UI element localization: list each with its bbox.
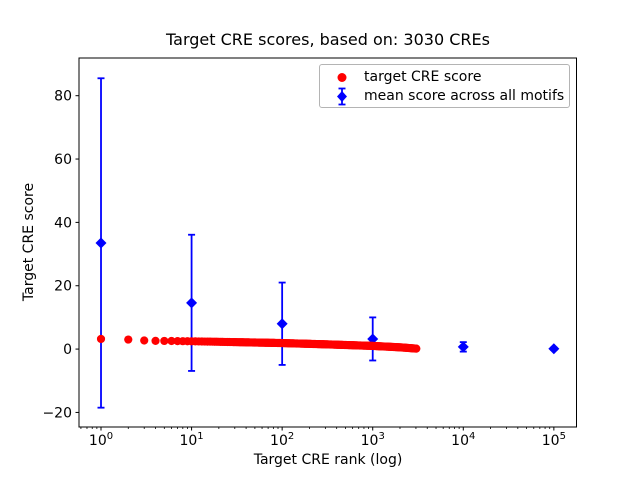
axes-spines <box>78 57 577 428</box>
mean-diamond-marker <box>457 341 469 353</box>
y-tick-label: 20 <box>54 279 72 295</box>
y-axis-label-text: Target CRE score <box>21 182 37 302</box>
y-tick-label: −20 <box>42 405 72 421</box>
errorbar-point <box>548 343 560 355</box>
y-tick-label: 60 <box>54 152 72 168</box>
legend: target CRE score mean score across all m… <box>319 64 570 108</box>
errorbar-point <box>95 77 107 409</box>
blue-diamond-errorbar-marker-icon <box>337 87 347 106</box>
x-axis-ticks: 100 101 102 103 104 105 <box>89 427 566 449</box>
legend-label-target-cre-score: target CRE score <box>364 69 482 85</box>
x-axis-minor-ticks <box>80 427 551 429</box>
target-score-dot <box>412 344 421 353</box>
mean-diamond-marker <box>186 297 198 309</box>
target-score-dot <box>96 334 106 344</box>
x-tick-label: 100 <box>89 431 113 449</box>
x-tick-label: 103 <box>361 431 385 449</box>
y-tick-label: 80 <box>54 89 72 105</box>
target-score-dot <box>124 335 133 344</box>
mean-diamond-marker <box>95 237 107 249</box>
x-tick-label: 101 <box>179 431 203 449</box>
mean-diamond-marker <box>276 318 288 330</box>
errorbar-point <box>276 281 288 366</box>
errorbar-point <box>457 341 469 353</box>
target-score-dot <box>167 336 176 346</box>
x-tick-label: 105 <box>542 431 566 449</box>
red-circle-marker-icon <box>337 73 347 82</box>
y-tick-label: 0 <box>63 342 72 358</box>
target-score-dot <box>140 336 149 345</box>
legend-entry-mean-score: mean score across all motifs <box>320 87 569 106</box>
legend-entry-target-cre-score: target CRE score <box>320 68 569 87</box>
target-score-dot <box>160 336 169 346</box>
legend-label-mean-score: mean score across all motifs <box>364 88 565 104</box>
errorbar-point <box>186 233 198 372</box>
chart-title: Target CRE scores, based on: 3030 CREs <box>166 30 490 49</box>
target-score-dot <box>151 336 160 345</box>
x-tick-label: 104 <box>451 431 475 449</box>
series-mean-score <box>95 77 560 409</box>
mean-diamond-marker <box>548 343 560 355</box>
mean-diamond-marker <box>367 333 379 345</box>
y-tick-label: 40 <box>54 215 72 231</box>
series-target-cre-score <box>96 334 421 353</box>
x-axis-label: Target CRE rank (log) <box>253 452 403 468</box>
errorbar-point <box>367 316 379 362</box>
x-tick-label: 102 <box>270 431 294 449</box>
y-axis-ticks: −20 0 20 40 60 80 <box>42 89 79 421</box>
